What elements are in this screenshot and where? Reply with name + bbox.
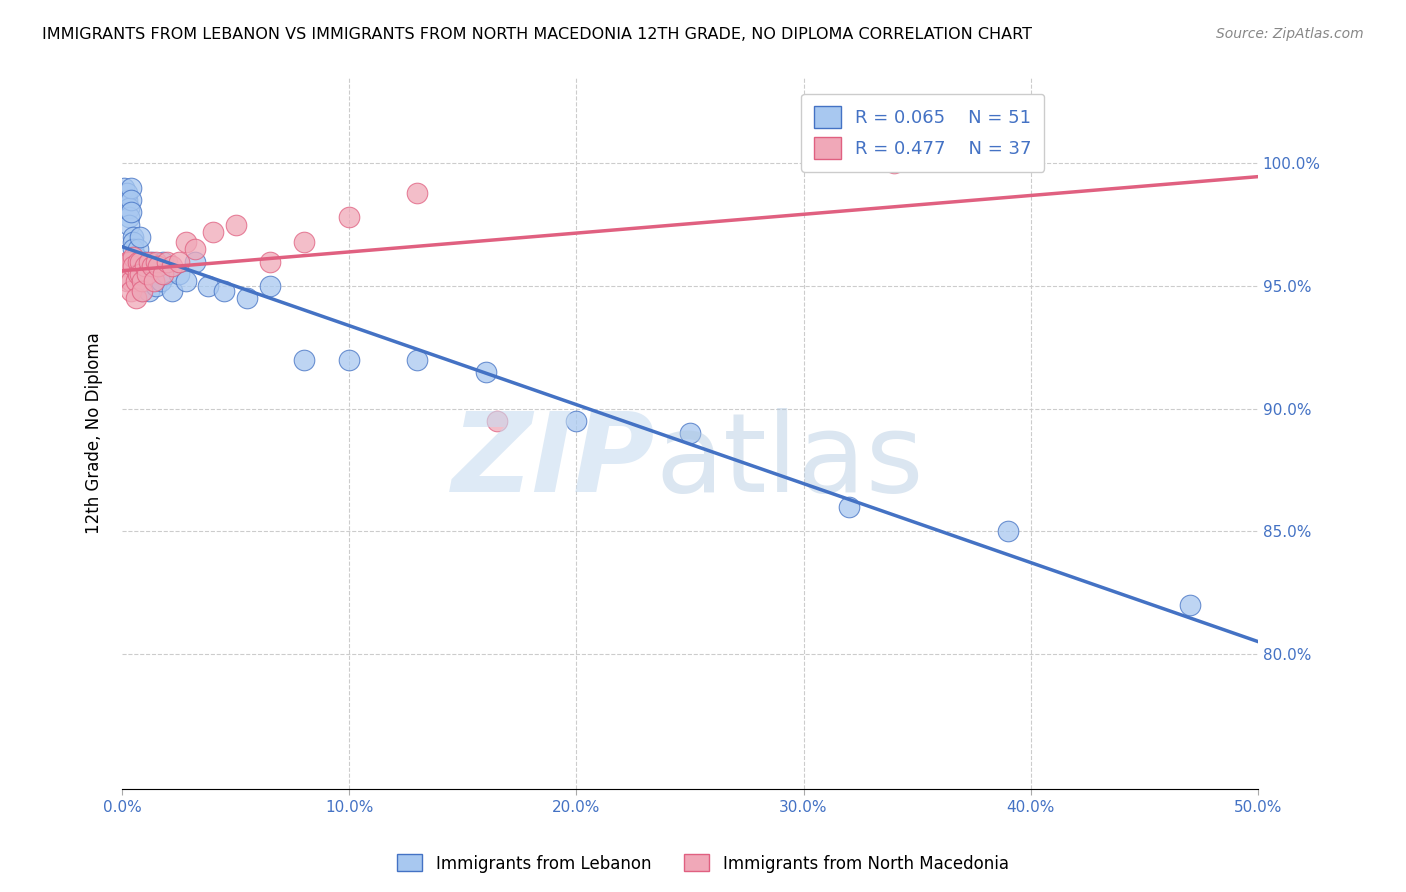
Point: [337, 211, 360, 225]
Point: [115, 254, 138, 268]
Point: [125, 260, 148, 274]
Point: [120, 205, 142, 219]
Point: [115, 193, 138, 207]
Point: [127, 242, 149, 256]
Point: [118, 201, 141, 215]
Point: [115, 274, 138, 288]
Point: [474, 365, 496, 379]
Point: [292, 352, 315, 367]
Point: [120, 284, 142, 298]
Point: [485, 414, 508, 428]
Point: [149, 274, 172, 288]
Point: [141, 260, 163, 274]
Text: Source: ZipAtlas.com: Source: ZipAtlas.com: [1216, 27, 1364, 41]
Point: [201, 225, 224, 239]
Point: [125, 250, 148, 264]
Point: [883, 156, 905, 170]
Point: [131, 274, 153, 288]
Point: [122, 242, 145, 256]
Legend: Immigrants from Lebanon, Immigrants from North Macedonia: Immigrants from Lebanon, Immigrants from…: [391, 847, 1015, 880]
Point: [160, 260, 183, 274]
Point: [125, 291, 148, 305]
Point: [174, 274, 197, 288]
Point: [679, 426, 702, 441]
Point: [118, 218, 141, 232]
Point: [112, 260, 135, 274]
Point: [120, 181, 142, 195]
Point: [197, 279, 219, 293]
Point: [136, 267, 159, 281]
Point: [142, 267, 165, 281]
Point: [127, 254, 149, 268]
Point: [838, 500, 860, 514]
Point: [214, 284, 236, 298]
Point: [136, 260, 159, 274]
Point: [156, 267, 179, 281]
Point: [406, 186, 429, 200]
Point: [134, 267, 156, 281]
Point: [129, 254, 152, 268]
Point: [138, 254, 160, 268]
Point: [148, 260, 170, 274]
Point: [138, 267, 160, 281]
Legend: R = 0.065    N = 51, R = 0.477    N = 37: R = 0.065 N = 51, R = 0.477 N = 37: [801, 94, 1045, 172]
Point: [1178, 598, 1201, 612]
Point: [129, 267, 152, 281]
Point: [184, 242, 207, 256]
Point: [125, 274, 148, 288]
Point: [127, 267, 149, 281]
Point: [120, 274, 142, 288]
Point: [142, 274, 165, 288]
Point: [337, 352, 360, 367]
Point: [115, 186, 138, 200]
Point: [145, 279, 167, 293]
Y-axis label: 12th Grade, No Diploma: 12th Grade, No Diploma: [86, 333, 103, 534]
Point: [127, 254, 149, 268]
Point: [122, 250, 145, 264]
Point: [160, 284, 183, 298]
Point: [118, 254, 141, 268]
Point: [122, 230, 145, 244]
Point: [122, 235, 145, 249]
Point: [225, 218, 247, 232]
Point: [259, 279, 281, 293]
Point: [134, 254, 156, 268]
Point: [129, 260, 152, 274]
Text: ZIP: ZIP: [453, 409, 655, 516]
Text: atlas: atlas: [655, 409, 924, 516]
Point: [118, 211, 141, 225]
Point: [129, 230, 152, 244]
Point: [122, 260, 145, 274]
Point: [141, 254, 163, 268]
Text: IMMIGRANTS FROM LEBANON VS IMMIGRANTS FROM NORTH MACEDONIA 12TH GRADE, NO DIPLOM: IMMIGRANTS FROM LEBANON VS IMMIGRANTS FR…: [42, 27, 1032, 42]
Point: [565, 414, 588, 428]
Point: [997, 524, 1019, 539]
Point: [152, 267, 174, 281]
Point: [259, 254, 281, 268]
Point: [127, 267, 149, 281]
Point: [236, 291, 259, 305]
Point: [167, 254, 190, 268]
Point: [131, 274, 153, 288]
Point: [138, 284, 160, 298]
Point: [134, 260, 156, 274]
Point: [131, 284, 153, 298]
Point: [136, 274, 159, 288]
Point: [406, 352, 429, 367]
Point: [167, 267, 190, 281]
Point: [131, 284, 153, 298]
Point: [292, 235, 315, 249]
Point: [148, 260, 170, 274]
Point: [156, 254, 179, 268]
Point: [112, 181, 135, 195]
Point: [152, 254, 174, 268]
Point: [120, 193, 142, 207]
Point: [145, 254, 167, 268]
Point: [174, 235, 197, 249]
Point: [184, 254, 207, 268]
